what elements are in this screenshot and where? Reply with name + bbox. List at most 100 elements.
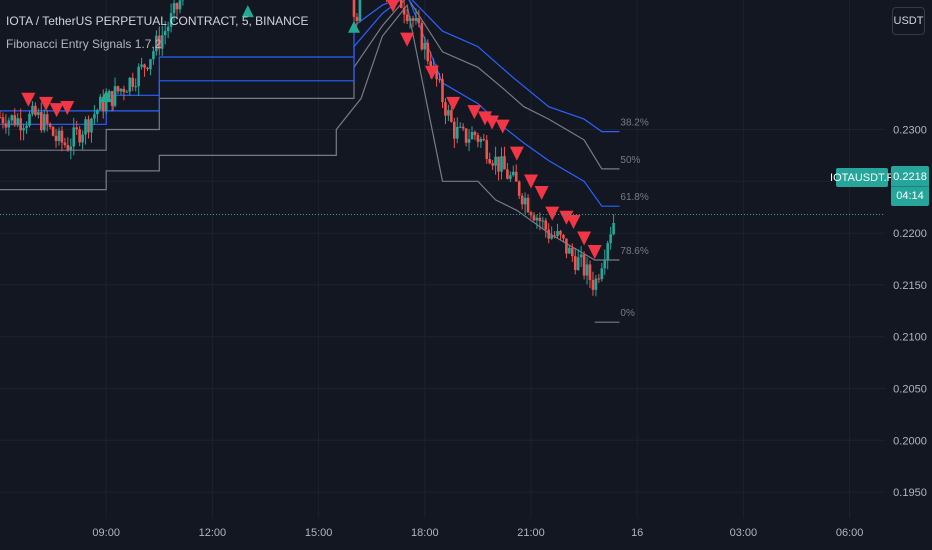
candle-body — [122, 88, 126, 93]
sell-signal-marker — [400, 32, 415, 47]
candle-body — [565, 238, 568, 254]
candle-body — [441, 79, 444, 103]
candle-body — [75, 127, 78, 130]
candle-body — [585, 264, 589, 276]
fib-level-label: 50% — [620, 155, 640, 166]
candle-body — [414, 18, 418, 21]
candle-body — [131, 77, 135, 87]
candle-body — [34, 105, 37, 115]
time-tick-label: 21:00 — [517, 527, 545, 539]
chart-title: IOTA / TetherUS PERPETUAL CONTRACT, 5, B… — [6, 14, 309, 28]
candle-body — [473, 131, 477, 136]
price-tick-label: 0.2150 — [893, 280, 927, 292]
candle-body — [96, 109, 99, 115]
candle-body — [66, 145, 70, 151]
sell-signal-marker — [524, 174, 538, 189]
candle-body — [482, 139, 486, 141]
fib-level-line — [0, 0, 620, 207]
candle-body — [417, 18, 421, 24]
sell-signal-marker — [21, 92, 36, 107]
candle-body — [134, 86, 137, 88]
time-tick-label: 16 — [631, 527, 643, 539]
candle-body — [175, 3, 179, 10]
candle-body — [42, 114, 46, 131]
candle-body — [571, 247, 574, 257]
candle-body — [51, 126, 55, 136]
candle-body — [506, 169, 509, 179]
candle-body — [90, 118, 93, 133]
candle-body — [355, 16, 359, 22]
fib-labels: 38.2% 50% 61.8% 78.6% 0% — [620, 118, 648, 320]
candle-body — [470, 131, 474, 140]
fib-level-label: 0% — [620, 308, 635, 319]
sell-signal-marker — [559, 210, 574, 225]
candle-body — [576, 257, 580, 271]
candle-body — [0, 117, 2, 119]
candle-body — [72, 127, 76, 147]
candle-body — [149, 59, 152, 70]
buy-signal-marker — [100, 90, 113, 103]
candle-body — [31, 105, 34, 114]
candle-body — [500, 156, 503, 172]
sell-signal-marker — [424, 65, 439, 80]
candle-body — [54, 135, 58, 141]
sell-signal-marker — [587, 245, 602, 259]
indicator-legend[interactable]: Fibonacci Entry Signals 1.7.2 — [6, 37, 162, 51]
candle-body — [597, 278, 601, 280]
candle-body — [464, 128, 468, 143]
time-tick-label: 12:00 — [199, 527, 227, 539]
candle-body — [559, 231, 562, 235]
sell-signal-marker — [60, 100, 75, 115]
candle-body — [7, 120, 11, 128]
fib-level-line — [0, 0, 620, 170]
candle-body — [568, 247, 571, 254]
candle-body — [110, 91, 114, 106]
candle-body — [547, 229, 550, 239]
chart-grid — [0, 0, 885, 518]
candle-body — [494, 156, 497, 166]
candle-body — [107, 91, 111, 98]
sell-signal-marker — [386, 0, 400, 13]
candle-body — [163, 30, 167, 36]
sell-signal-marker — [49, 103, 64, 118]
candle-body — [160, 35, 164, 49]
sell-signal-marker — [534, 185, 549, 200]
candle-body — [352, 0, 356, 17]
candle-body — [178, 0, 182, 10]
fib-level-label: 78.6% — [620, 246, 648, 257]
candle-body — [104, 97, 108, 112]
candle-body — [509, 175, 512, 179]
bar-countdown: 04:14 — [896, 189, 924, 202]
candle-body — [609, 234, 612, 244]
candle-body — [411, 18, 415, 21]
candle-body — [450, 110, 453, 122]
candle-body — [99, 96, 102, 110]
candle-body — [588, 264, 592, 280]
candle-body — [514, 171, 518, 182]
last-price-badge: 0.2218 04:14 — [891, 166, 929, 206]
candle-body — [116, 86, 120, 92]
last-price-value: 0.2218 — [893, 170, 927, 183]
candle-body — [169, 13, 173, 27]
candle-body — [1, 117, 5, 124]
buy-signal-marker — [241, 5, 254, 18]
candle-body — [438, 79, 441, 81]
candle-body — [562, 234, 565, 239]
candle-body — [60, 130, 64, 143]
candle-body — [485, 140, 489, 160]
candle-body — [140, 64, 143, 67]
candle-body — [476, 135, 480, 142]
candle-body — [399, 0, 403, 9]
candle-body — [48, 123, 52, 127]
candle-body — [158, 35, 161, 49]
candle-body — [25, 125, 28, 129]
candle-body — [444, 102, 447, 116]
time-tick-label: 03:00 — [730, 527, 758, 539]
candle-body — [461, 126, 465, 129]
candle-body — [523, 197, 527, 205]
candle-body — [435, 65, 438, 80]
time-tick-label: 06:00 — [836, 527, 864, 539]
sell-signal-marker — [577, 231, 592, 246]
currency-button[interactable]: USDT — [892, 7, 925, 35]
